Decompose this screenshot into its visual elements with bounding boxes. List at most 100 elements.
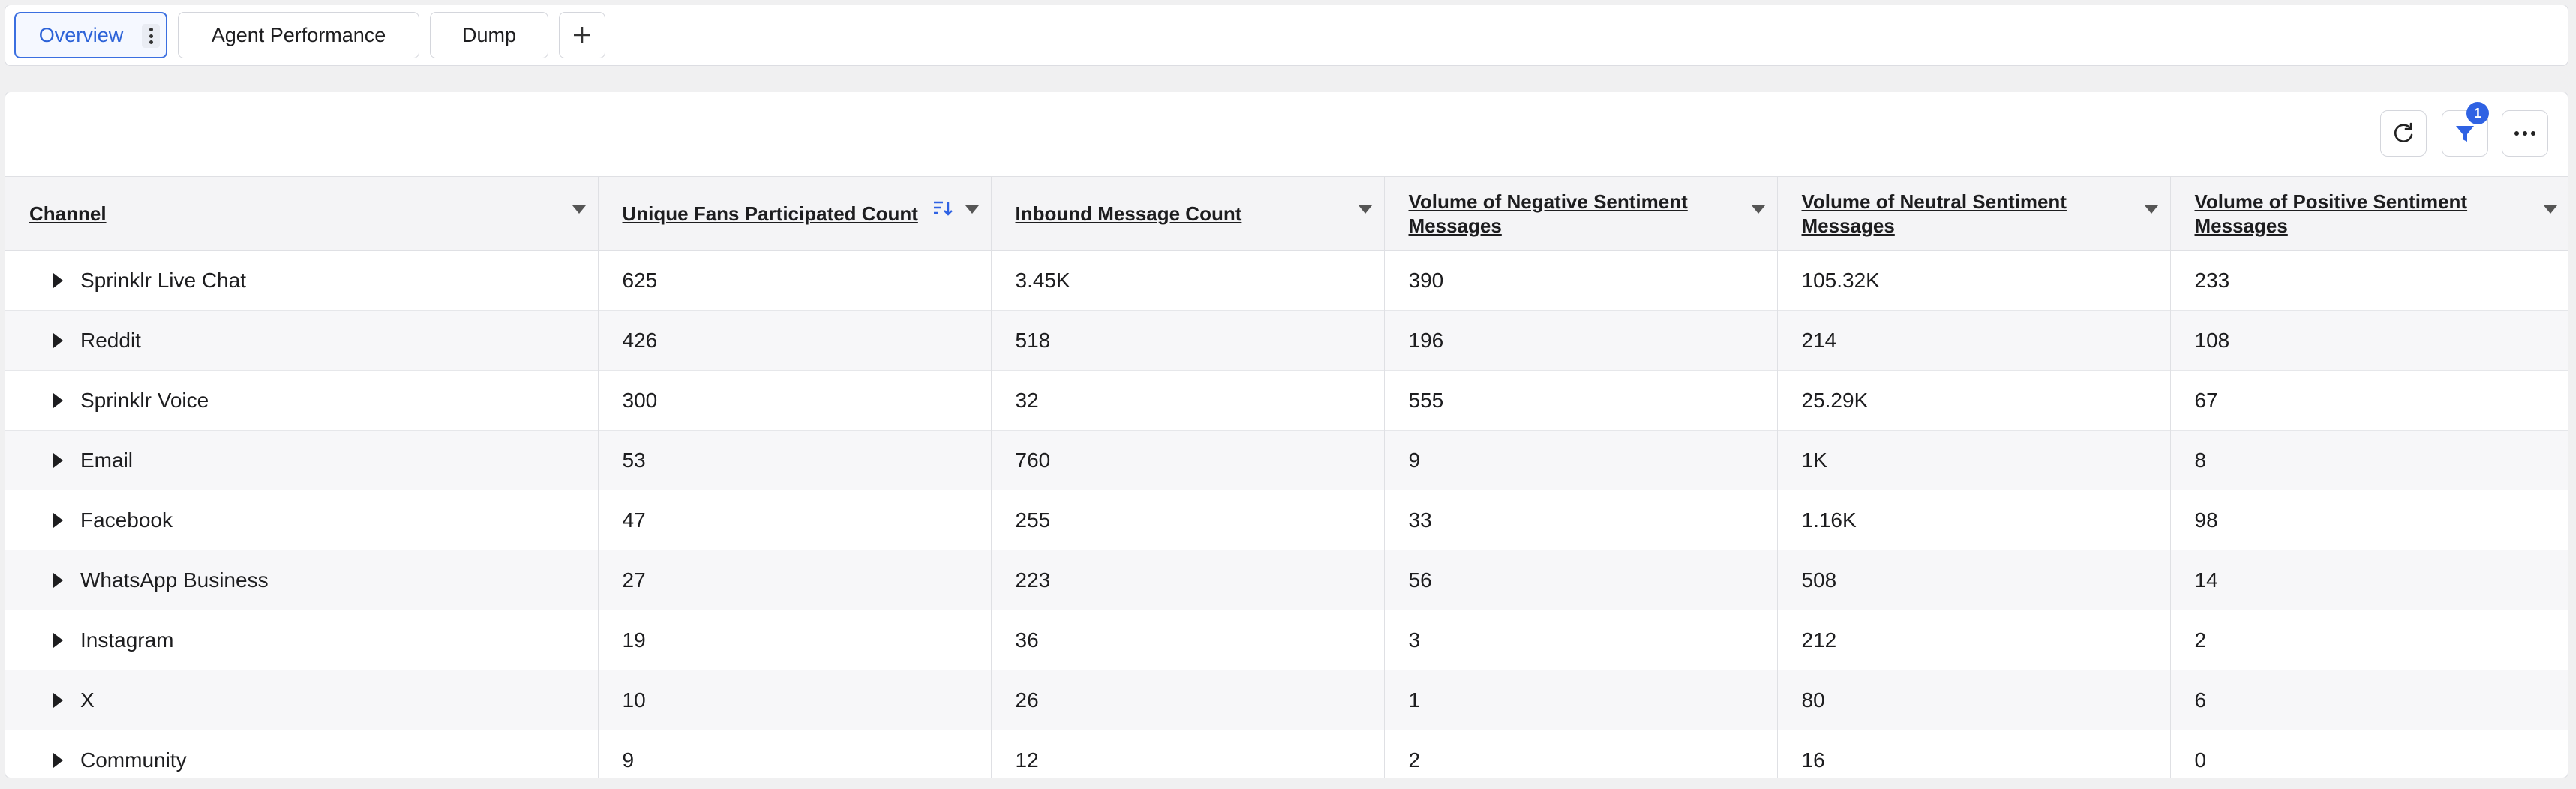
- channel-cell: Reddit: [5, 310, 599, 370]
- metric-cell: 233: [2194, 268, 2230, 292]
- column-header-label: Unique Fans Participated Count: [622, 202, 918, 225]
- metric-cell: 12: [991, 730, 1385, 778]
- expand-row-icon[interactable]: [53, 272, 63, 288]
- filter-count-badge: 1: [2466, 102, 2489, 124]
- table-row[interactable]: Sprinklr Voice 300 32 555 25.29K 67: [5, 370, 2568, 430]
- channel-label: WhatsApp Business: [80, 568, 269, 592]
- table-row[interactable]: Sprinklr Live Chat 625 3.45K 390 105.32K 233: [5, 250, 2568, 310]
- expand-row-icon[interactable]: [53, 332, 63, 348]
- channel-cell: WhatsApp Business: [5, 550, 599, 610]
- metric-cell: 47: [598, 490, 992, 550]
- refresh-button[interactable]: [2380, 110, 2427, 157]
- channel-cell: Facebook: [5, 490, 599, 550]
- column-menu-caret-icon[interactable]: [572, 206, 586, 214]
- metric-cell: 2: [2194, 628, 2207, 652]
- add-tab-button[interactable]: [559, 12, 605, 58]
- metric-cell: 0: [2194, 748, 2207, 772]
- channel-cell: Instagram: [5, 610, 599, 670]
- tab-agent-performance-label: Agent Performance: [211, 23, 386, 46]
- expand-row-icon[interactable]: [53, 572, 63, 588]
- metric-cell: 27: [598, 550, 992, 610]
- table-row[interactable]: Instagram 19 36 3 212 2: [5, 610, 2568, 670]
- metric-cell: 3: [1384, 610, 1778, 670]
- column-menu-caret-icon[interactable]: [965, 206, 979, 214]
- table-row[interactable]: X 10 26 1 80 6: [5, 670, 2568, 730]
- plus-icon: [574, 27, 590, 44]
- table-row[interactable]: Facebook 47 255 33 1.16K 98: [5, 490, 2568, 550]
- column-header-unique-fans[interactable]: Unique Fans Participated Count: [598, 176, 992, 250]
- channel-label: Sprinklr Voice: [80, 388, 209, 412]
- metric-cell: 255: [991, 490, 1385, 550]
- channel-cell: Sprinklr Live Chat: [5, 250, 599, 310]
- metric-cell: 8: [2194, 448, 2207, 472]
- expand-row-icon[interactable]: [53, 512, 63, 528]
- metric-cell: 26: [991, 670, 1385, 730]
- metric-cell: 19: [598, 610, 992, 670]
- metric-cell: 6: [2194, 688, 2207, 712]
- column-header-label: Channel: [29, 202, 107, 225]
- channel-label: Facebook: [80, 508, 173, 532]
- tab-dump[interactable]: Dump: [430, 12, 548, 58]
- sort-descending-icon[interactable]: [932, 200, 953, 218]
- metric-cell: 760: [991, 430, 1385, 490]
- table-row[interactable]: WhatsApp Business 27 223 56 508 14: [5, 550, 2568, 610]
- table-row[interactable]: Reddit 426 518 196 214 108: [5, 310, 2568, 370]
- metric-cell: 108: [2194, 328, 2230, 352]
- filter-icon: [2456, 126, 2474, 142]
- table-row[interactable]: Email 53 760 9 1K 8: [5, 430, 2568, 490]
- metric-cell: 14: [2194, 568, 2218, 592]
- tab-overview-label: Overview: [38, 23, 124, 46]
- data-table: Channel Unique Fans Participated Count I…: [5, 176, 2568, 778]
- metric-cell: 518: [991, 310, 1385, 370]
- column-header-positive-sentiment[interactable]: Volume of Positive Sentiment Messages: [2170, 177, 2568, 250]
- metric-cell: 212: [1777, 610, 2171, 670]
- column-header-label: Volume of Neutral Sentiment Messages: [1801, 190, 2067, 237]
- metric-cell: 16: [1777, 730, 2171, 778]
- column-header-channel[interactable]: Channel: [5, 176, 599, 250]
- expand-row-icon[interactable]: [53, 452, 63, 468]
- column-menu-caret-icon[interactable]: [2144, 206, 2158, 214]
- metric-cell: 555: [1384, 370, 1778, 430]
- metric-cell: 32: [991, 370, 1385, 430]
- expand-row-icon[interactable]: [53, 632, 63, 648]
- expand-row-icon[interactable]: [53, 752, 63, 768]
- channel-label: Reddit: [80, 328, 141, 352]
- metric-cell: 196: [1384, 310, 1778, 370]
- table-row[interactable]: Community 9 12 2 16 0: [5, 730, 2568, 778]
- metric-cell: 1K: [1777, 430, 2171, 490]
- metric-cell: 98: [2194, 508, 2218, 532]
- metric-cell: 67: [2194, 388, 2218, 412]
- expand-row-icon[interactable]: [53, 692, 63, 708]
- column-header-label: Inbound Message Count: [1015, 202, 1242, 225]
- column-header-negative-sentiment[interactable]: Volume of Negative Sentiment Messages: [1384, 176, 1778, 250]
- metric-cell: 10: [598, 670, 992, 730]
- channel-cell: Email: [5, 430, 599, 490]
- more-options-button[interactable]: [2502, 110, 2548, 157]
- metric-cell: 426: [598, 310, 992, 370]
- column-menu-caret-icon[interactable]: [1751, 206, 1765, 214]
- column-menu-caret-icon[interactable]: [1358, 206, 1372, 214]
- filter-button[interactable]: 1: [2442, 102, 2489, 157]
- metric-cell: 53: [598, 430, 992, 490]
- column-menu-caret-icon[interactable]: [2544, 206, 2557, 214]
- column-header-neutral-sentiment[interactable]: Volume of Neutral Sentiment Messages: [1777, 176, 2171, 250]
- metric-cell: 33: [1384, 490, 1778, 550]
- metric-cell: 625: [598, 250, 992, 310]
- tab-agent-performance[interactable]: Agent Performance: [178, 12, 419, 58]
- metric-cell: 390: [1384, 250, 1778, 310]
- channel-label: Email: [80, 448, 134, 472]
- channel-cell: X: [5, 670, 599, 730]
- column-header-inbound-messages[interactable]: Inbound Message Count: [991, 176, 1385, 250]
- table-header-row: Channel Unique Fans Participated Count I…: [5, 176, 2568, 250]
- tab-overview[interactable]: Overview: [14, 12, 167, 58]
- metric-cell: 1: [1384, 670, 1778, 730]
- widget-panel: 1 Channel Unique Fans Participated Count: [5, 92, 2568, 778]
- metric-cell: 223: [991, 550, 1385, 610]
- expand-row-icon[interactable]: [53, 392, 63, 408]
- metric-cell: 105.32K: [1777, 250, 2171, 310]
- column-header-label: Volume of Negative Sentiment Messages: [1408, 190, 1688, 237]
- metric-cell: 25.29K: [1777, 370, 2171, 430]
- channel-label: Instagram: [80, 628, 174, 652]
- tab-options-kebab-icon[interactable]: [142, 24, 160, 48]
- metric-cell: 9: [1384, 430, 1778, 490]
